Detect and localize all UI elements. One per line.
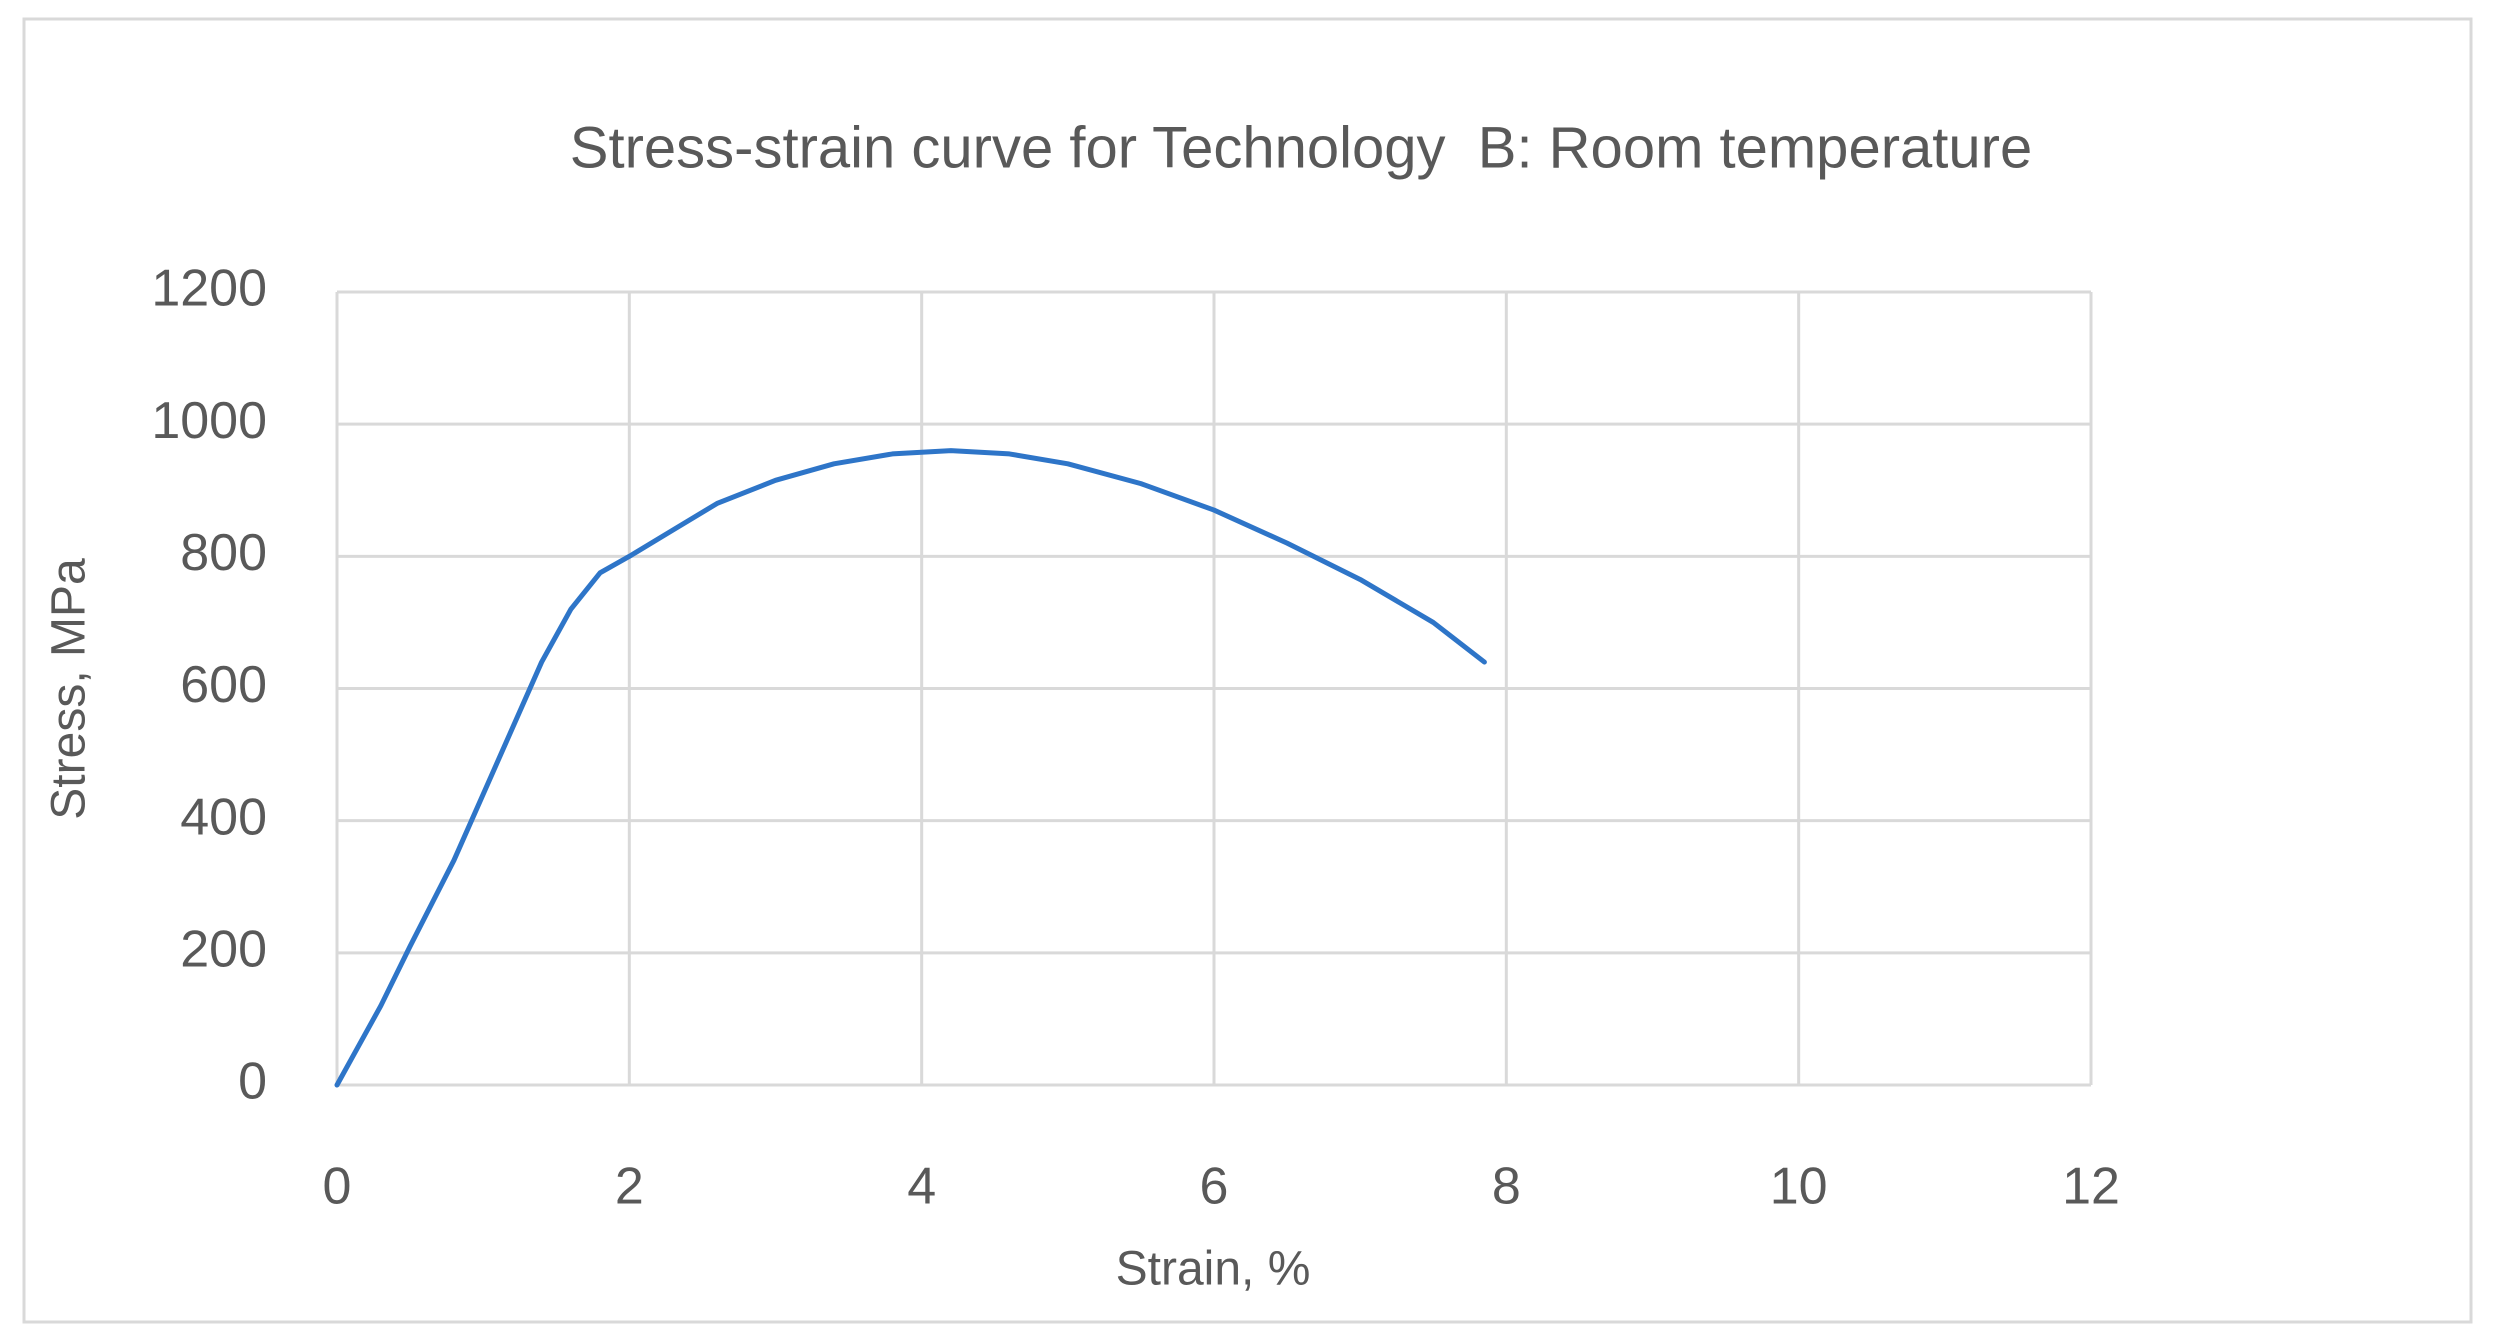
x-tick-label: 6 (1200, 1158, 1229, 1216)
y-tick-label: 200 (180, 921, 267, 979)
y-axis-title: Stress, MPa (43, 558, 96, 820)
y-tick-label: 0 (238, 1053, 267, 1111)
chart-title: Stress-strain curve for Technology B: Ro… (570, 115, 2032, 180)
y-tick-label: 800 (180, 524, 267, 582)
x-tick-label: 2 (615, 1158, 644, 1216)
line-series (334, 448, 1487, 1088)
y-tick-label: 1000 (151, 392, 267, 450)
x-tick-label: 8 (1492, 1158, 1521, 1216)
x-tick-label: 10 (1770, 1158, 1828, 1216)
x-tick-label: 0 (323, 1158, 352, 1216)
chart-border (22, 17, 2473, 1324)
y-tick-label: 600 (180, 656, 267, 714)
x-tick-label: 4 (907, 1158, 936, 1216)
x-axis-title: Strain, % (1116, 1243, 1311, 1296)
x-tick-label: 12 (2062, 1158, 2120, 1216)
y-tick-label: 1200 (151, 260, 267, 318)
y-tick-label: 400 (180, 788, 267, 846)
